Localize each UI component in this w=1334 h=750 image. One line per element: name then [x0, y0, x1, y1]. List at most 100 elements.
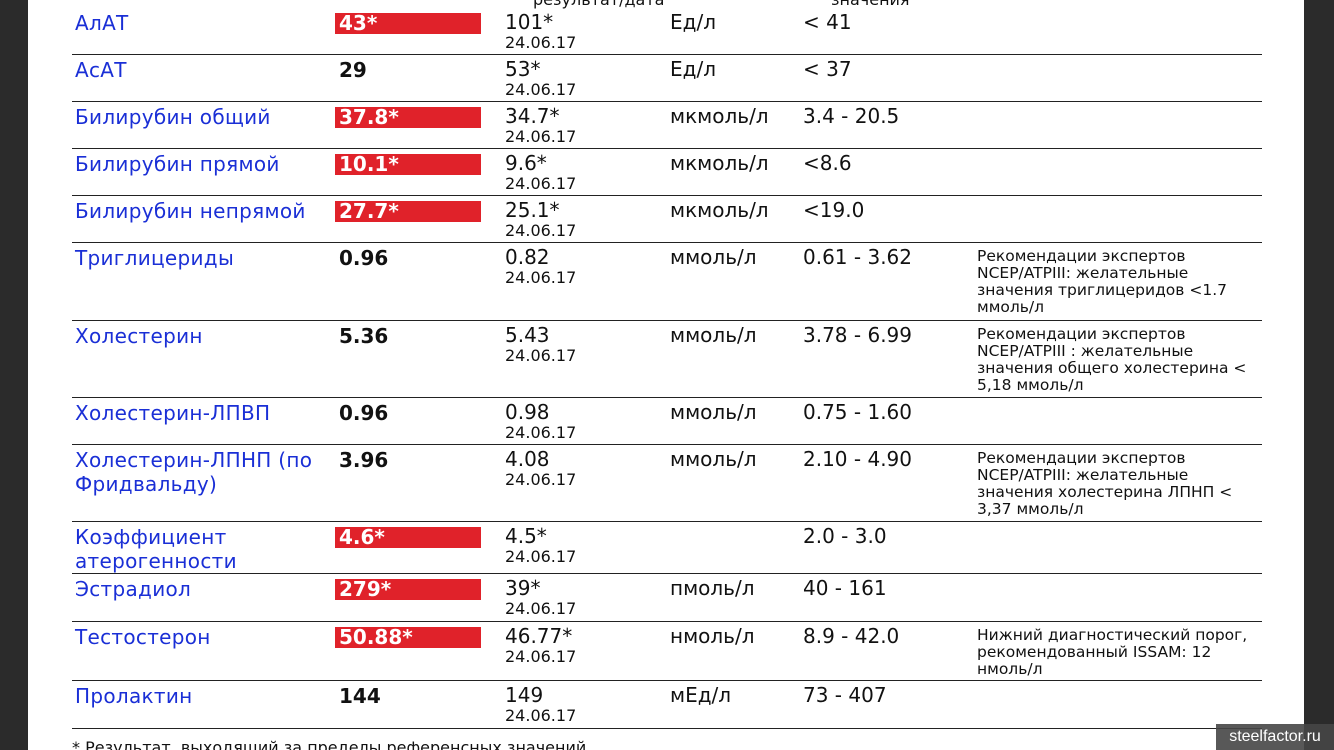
reference-range: 2.0 - 3.0	[803, 524, 887, 548]
previous-date: 24.06.17	[505, 33, 577, 52]
previous-value: 5.43	[505, 323, 550, 347]
result-value: 0.96	[339, 246, 389, 270]
unit: Ед/л	[670, 57, 716, 81]
previous-date: 24.06.17	[505, 127, 577, 146]
previous-date: 24.06.17	[505, 346, 577, 365]
previous-value: 34.7*	[505, 104, 560, 128]
unit: нмоль/л	[670, 624, 755, 648]
table-row: Пролактин 144 149 24.06.17 мЕд/л 73 - 40…	[72, 681, 1262, 729]
table-row: АсАТ 29 53* 24.06.17 Ед/л < 37	[72, 55, 1262, 102]
result-value-flagged: 4.6*	[335, 527, 481, 548]
lab-results-document: результат/дата значения АлАТ 43* 101* 24…	[28, 0, 1304, 750]
comment: Рекомендации экспертов NCEP/ATPIII: жела…	[977, 449, 1233, 518]
table-row: Холестерин-ЛПНП (по Фридвальду) 3.96 4.0…	[72, 445, 1262, 522]
unit: пмоль/л	[670, 576, 755, 600]
reference-range: < 37	[803, 57, 852, 81]
unit: мкмоль/л	[670, 198, 769, 222]
result-value-flagged: 279*	[335, 579, 481, 600]
previous-result: 53* 24.06.17	[505, 58, 665, 99]
result-value: 5.36	[339, 324, 389, 348]
previous-date: 24.06.17	[505, 547, 577, 566]
previous-date: 24.06.17	[505, 221, 577, 240]
table-row: Холестерин-ЛПВП 0.96 0.98 24.06.17 ммоль…	[72, 398, 1262, 445]
unit: ммоль/л	[670, 400, 757, 424]
reference-range: <19.0	[803, 198, 865, 222]
test-name: Холестерин-ЛПВП	[75, 401, 271, 425]
previous-result: 149 24.06.17	[505, 684, 665, 725]
previous-date: 24.06.17	[505, 174, 577, 193]
result-value-flagged: 27.7*	[335, 201, 481, 222]
previous-result: 25.1* 24.06.17	[505, 199, 665, 240]
reference-range: 0.75 - 1.60	[803, 400, 912, 424]
table-row: Коэффициент атерогенности 4.6* 4.5* 24.0…	[72, 522, 1262, 574]
reference-range: 0.61 - 3.62	[803, 245, 912, 269]
reference-range: 8.9 - 42.0	[803, 624, 900, 648]
result-value-flagged: 10.1*	[335, 154, 481, 175]
result-value-flagged: 43*	[335, 13, 481, 34]
table-row: Эстрадиол 279* 39* 24.06.17 пмоль/л 40 -…	[72, 574, 1262, 622]
previous-result: 39* 24.06.17	[505, 577, 665, 618]
unit: мкмоль/л	[670, 151, 769, 175]
previous-value: 39*	[505, 576, 541, 600]
unit: ммоль/л	[670, 245, 757, 269]
reference-range: 3.78 - 6.99	[803, 323, 912, 347]
test-name: Коэффициент атерогенности	[75, 525, 237, 573]
result-value: 0.96	[339, 401, 389, 425]
test-name: Тестостерон	[75, 625, 211, 649]
previous-value: 101*	[505, 10, 554, 34]
previous-date: 24.06.17	[505, 470, 577, 489]
result-value: 29	[339, 58, 367, 82]
reference-range: 73 - 407	[803, 683, 887, 707]
previous-result: 101* 24.06.17	[505, 11, 665, 52]
watermark: steelfactor.ru	[1216, 724, 1334, 750]
test-name: Триглицериды	[75, 246, 235, 270]
header-reference-values: значения	[831, 0, 910, 8]
previous-date: 24.06.17	[505, 647, 577, 666]
table-row: Тестостерон 50.88* 46.77* 24.06.17 нмоль…	[72, 622, 1262, 681]
comment: Нижний диагностический порог, рекомендов…	[977, 626, 1248, 678]
previous-result: 4.5* 24.06.17	[505, 525, 665, 566]
reference-range: <8.6	[803, 151, 852, 175]
unit: ммоль/л	[670, 323, 757, 347]
test-name: Холестерин	[75, 324, 203, 348]
previous-value: 0.98	[505, 400, 550, 424]
unit: мЕд/л	[670, 683, 732, 707]
table-row: Билирубин непрямой 27.7* 25.1* 24.06.17 …	[72, 196, 1262, 243]
table-row: Триглицериды 0.96 0.82 24.06.17 ммоль/л …	[72, 243, 1262, 321]
previous-value: 149	[505, 683, 544, 707]
test-name: Холестерин-ЛПНП (по Фридвальду)	[75, 448, 313, 496]
previous-value: 4.08	[505, 447, 550, 471]
previous-value: 25.1*	[505, 198, 560, 222]
previous-result: 4.08 24.06.17	[505, 448, 665, 489]
reference-range: 40 - 161	[803, 576, 887, 600]
result-value-flagged: 50.88*	[335, 627, 481, 648]
table-row: Холестерин 5.36 5.43 24.06.17 ммоль/л 3.…	[72, 321, 1262, 398]
test-name: Эстрадиол	[75, 577, 192, 601]
comment: Рекомендации экспертов NCEP/ATPIII : жел…	[977, 325, 1247, 394]
unit: Ед/л	[670, 10, 716, 34]
test-name: АлАТ	[75, 11, 129, 35]
result-value: 144	[339, 684, 381, 708]
reference-range: < 41	[803, 10, 852, 34]
comment: Рекомендации экспертов NCEP/ATPIII: жела…	[977, 247, 1227, 316]
previous-date: 24.06.17	[505, 80, 577, 99]
footnote: * Результат, выходящий за пределы рефере…	[72, 738, 587, 750]
previous-date: 24.06.17	[505, 423, 577, 442]
previous-result: 0.82 24.06.17	[505, 246, 665, 287]
test-name: Билирубин прямой	[75, 152, 280, 176]
previous-date: 24.06.17	[505, 706, 577, 725]
result-value-flagged: 37.8*	[335, 107, 481, 128]
previous-date: 24.06.17	[505, 268, 577, 287]
test-name: Пролактин	[75, 684, 193, 708]
result-value: 3.96	[339, 448, 389, 472]
previous-value: 0.82	[505, 245, 550, 269]
test-name: Билирубин общий	[75, 105, 271, 129]
table-row: Билирубин общий 37.8* 34.7* 24.06.17 мкм…	[72, 102, 1262, 149]
reference-range: 3.4 - 20.5	[803, 104, 900, 128]
previous-date: 24.06.17	[505, 599, 577, 618]
reference-range: 2.10 - 4.90	[803, 447, 912, 471]
previous-result: 34.7* 24.06.17	[505, 105, 665, 146]
unit: ммоль/л	[670, 447, 757, 471]
previous-result: 9.6* 24.06.17	[505, 152, 665, 193]
test-name: АсАТ	[75, 58, 127, 82]
